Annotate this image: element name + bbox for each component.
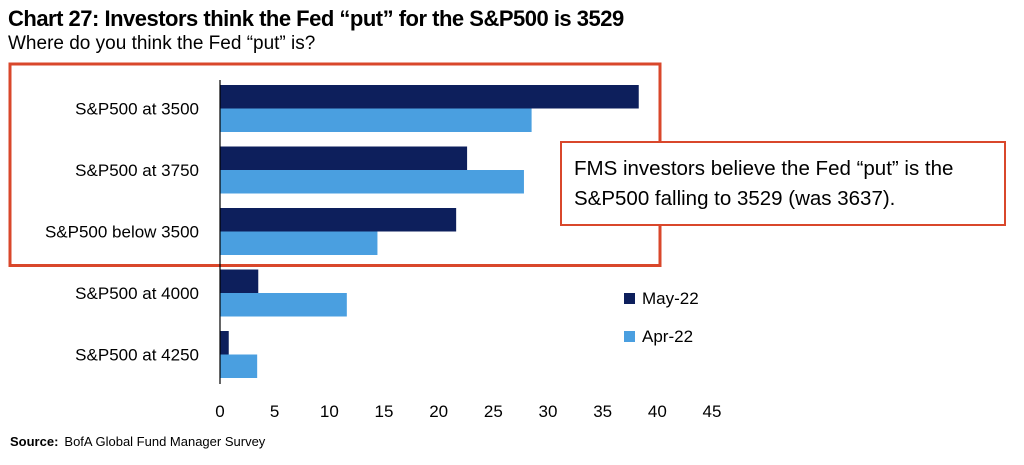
x-tick-8: 40 (648, 402, 667, 421)
source-note: Source: BofA Global Fund Manager Survey (10, 434, 265, 449)
category-labels: S&P500 at 3500 S&P500 at 3750 S&P500 below… (45, 100, 199, 365)
x-tick-4: 20 (429, 402, 448, 421)
bar-apr-0 (220, 108, 532, 132)
bar-may-1 (220, 146, 468, 170)
chart-subtitle: Where do you think the Fed “put” is? (8, 33, 316, 54)
category-label-1: S&P500 at 3750 (75, 161, 199, 180)
callout-box: FMS investors believe the Fed “put” is t… (560, 141, 1006, 226)
bar-apr-4 (220, 354, 258, 378)
x-tick-7: 35 (593, 402, 612, 421)
chart-title: Chart 27: Investors think the Fed “put” … (8, 6, 624, 31)
x-tick-1: 5 (270, 402, 279, 421)
x-tick-9: 45 (703, 402, 722, 421)
bar-may-2 (220, 208, 457, 232)
bars-layer (220, 85, 639, 378)
bar-apr-2 (220, 231, 378, 255)
bar-may-3 (220, 269, 259, 293)
bar-may-4 (220, 331, 229, 355)
category-label-4: S&P500 at 4250 (75, 346, 199, 365)
source-text: BofA Global Fund Manager Survey (64, 434, 266, 449)
x-tick-0: 0 (215, 402, 224, 421)
legend: May-22 Apr-22 (624, 289, 699, 346)
callout-line-1: FMS investors believe the Fed “put” is t… (574, 157, 954, 180)
legend-swatch-1 (624, 331, 635, 342)
x-tick-3: 15 (375, 402, 394, 421)
legend-swatch-0 (624, 293, 635, 304)
x-tick-2: 10 (320, 402, 339, 421)
category-label-3: S&P500 at 4000 (75, 284, 199, 303)
category-label-0: S&P500 at 3500 (75, 100, 199, 119)
x-tick-labels: 0 5 10 15 20 25 30 35 40 45 (215, 402, 721, 421)
bar-apr-3 (220, 293, 347, 317)
x-tick-6: 30 (539, 402, 558, 421)
bar-apr-1 (220, 170, 524, 194)
legend-label-0: May-22 (642, 289, 699, 308)
source-label: Source: (10, 434, 59, 449)
bar-may-0 (220, 85, 639, 109)
category-label-2: S&P500 below 3500 (45, 223, 199, 242)
legend-label-1: Apr-22 (642, 327, 693, 346)
callout-line-2: S&P500 falling to 3529 (was 3637). (574, 187, 896, 210)
x-tick-5: 25 (484, 402, 503, 421)
